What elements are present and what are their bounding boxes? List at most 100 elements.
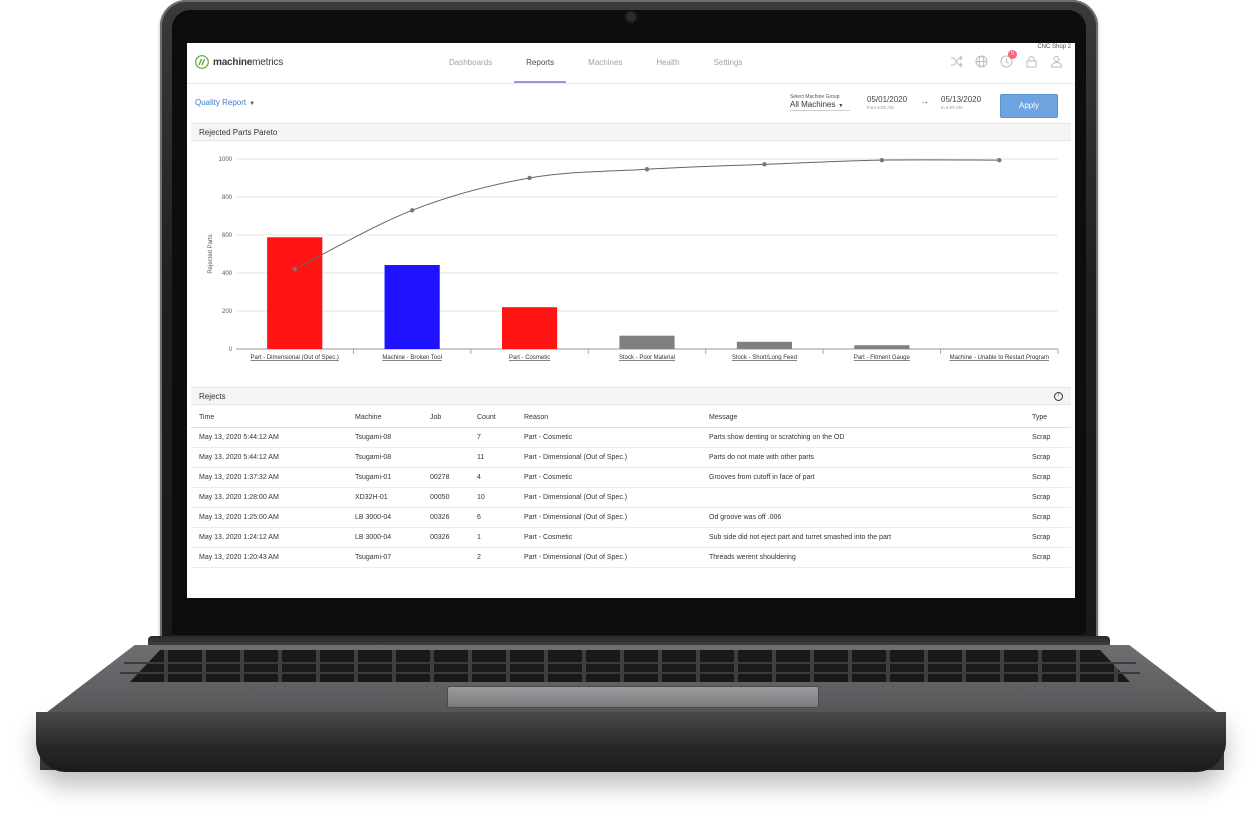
lock-icon[interactable] <box>1025 55 1038 68</box>
cell-machine: Tsugami-08 <box>347 447 422 468</box>
rejects-table-body: May 13, 2020 5:44:12 AM Tsugami-08 7 Part -… <box>191 427 1071 568</box>
table-row[interactable]: May 13, 2020 5:44:12 AM Tsugami-08 11 Part … <box>191 447 1071 468</box>
cell-message: Threads werent shouldering <box>701 547 1024 568</box>
date-to-time: to 6:00 AM <box>941 105 963 110</box>
cell-type: Scrap <box>1024 447 1071 468</box>
col-machine[interactable]: Machine <box>347 407 422 428</box>
cell-time: May 13, 2020 1:28:00 AM <box>191 487 347 508</box>
x-tick-label: Machine - Broken Tool <box>382 355 442 361</box>
apply-button[interactable]: Apply <box>1000 94 1058 118</box>
chart-panel-header: Rejected Parts Pareto <box>191 123 1071 141</box>
col-time[interactable]: Time <box>191 407 347 428</box>
app-screen: machinemetrics Dashboards Reports Machin… <box>187 43 1075 598</box>
cumulative-point <box>879 157 885 163</box>
cell-count: 4 <box>469 467 516 488</box>
bar <box>736 341 793 349</box>
col-type[interactable]: Type <box>1024 407 1071 428</box>
col-job[interactable]: Job <box>422 407 469 428</box>
machine-group-select[interactable]: Select Machine Group All Machines ▼ <box>790 94 850 111</box>
cell-type: Scrap <box>1024 507 1071 528</box>
trackpad <box>447 686 819 708</box>
cell-job <box>422 447 469 468</box>
rejects-table: Time Machine Job Count Reason Message Ty… <box>191 407 1071 568</box>
brand-logo[interactable]: machinemetrics <box>195 55 283 69</box>
header-icons: 0 <box>950 50 1063 68</box>
shuffle-icon[interactable] <box>950 55 963 68</box>
info-icon[interactable]: ! <box>1054 392 1063 401</box>
x-tick-label: Machine - Unable to Restart Program <box>950 355 1049 361</box>
tab-health[interactable]: Health <box>656 58 680 67</box>
cell-type: Scrap <box>1024 427 1071 448</box>
table-row[interactable]: May 13, 2020 1:20:43 AM Tsugami-07 2 Part -… <box>191 547 1071 568</box>
rejects-panel-header: Rejects ! <box>191 387 1071 405</box>
caret-down-icon: ▼ <box>838 103 844 109</box>
y-tick-label: 800 <box>222 195 233 201</box>
tab-machines[interactable]: Machines <box>588 58 623 67</box>
bar <box>267 237 323 349</box>
date-from-time: from 6:00 AM <box>867 105 894 110</box>
rejects-panel-title: Rejects <box>199 392 226 401</box>
bar <box>384 265 440 349</box>
cumulative-point <box>997 157 1002 163</box>
globe-icon[interactable] <box>975 55 988 68</box>
date-from-field[interactable]: 05/01/2020 from 6:00 AM <box>867 95 907 110</box>
cell-count: 10 <box>469 487 516 508</box>
report-type-select[interactable]: Quality Report ▼ <box>195 98 255 107</box>
cell-message: Od groove was off .006 <box>701 507 1024 528</box>
table-row[interactable]: May 13, 2020 1:24:12 AM LB 3000-04 00326 1 P… <box>191 527 1071 548</box>
cell-type: Scrap <box>1024 547 1071 568</box>
tab-reports[interactable]: Reports <box>514 43 567 83</box>
table-row[interactable]: May 13, 2020 5:44:12 AM Tsugami-08 7 Part -… <box>191 427 1071 448</box>
col-reason[interactable]: Reason <box>516 407 701 428</box>
table-row[interactable]: May 13, 2020 1:28:00 AM XD32H-01 00050 10 Pa… <box>191 487 1071 508</box>
y-tick-label: 0 <box>229 347 233 353</box>
col-count[interactable]: Count <box>469 407 516 428</box>
bar <box>854 345 910 349</box>
user-icon[interactable] <box>1050 55 1063 68</box>
machinemetrics-logo-icon <box>195 55 209 69</box>
date-to-field[interactable]: 05/13/2020 to 6:00 AM <box>941 95 981 110</box>
rejects-table-wrap: Time Machine Job Count Reason Message Ty… <box>191 407 1071 568</box>
cumulative-point <box>644 167 650 172</box>
x-tick-label: Part - Dimensional (Out of Spec.) <box>251 355 339 361</box>
bar <box>501 307 558 349</box>
cell-job <box>422 427 469 448</box>
cell-count: 7 <box>469 427 516 448</box>
cell-count: 1 <box>469 527 516 548</box>
cumulative-point <box>762 162 767 167</box>
cell-time: May 13, 2020 1:24:12 AM <box>191 527 347 548</box>
cell-machine: LB 3000-04 <box>347 527 422 548</box>
cell-job: 00278 <box>422 467 469 488</box>
webcam <box>626 12 636 22</box>
tab-dashboards[interactable]: Dashboards <box>449 58 493 67</box>
table-row[interactable]: May 13, 2020 1:37:32 AM Tsugami-01 00278 4 P… <box>191 467 1071 488</box>
x-tick-label: Stock - Short/Long Feed <box>732 355 797 361</box>
cell-time: May 13, 2020 1:20:43 AM <box>191 547 347 568</box>
bar <box>619 335 675 349</box>
cell-count: 6 <box>469 507 516 528</box>
keyboard-row-divider <box>120 672 1140 674</box>
pareto-chart-panel: 0 200 400 600 800 1000 Rejected Parts Part - Di… <box>191 141 1071 374</box>
laptop-base-front <box>36 712 1226 772</box>
keyboard-row-divider <box>124 662 1136 664</box>
table-row[interactable]: May 13, 2020 1:25:00 AM LB 3000-04 00326 6 P… <box>191 507 1071 528</box>
cell-machine: Tsugami-07 <box>347 547 422 568</box>
cell-reason: Part - Cosmetic <box>516 467 701 488</box>
cumulative-point <box>292 267 297 272</box>
cell-reason: Part - Dimensional (Out of Spec.) <box>516 507 701 528</box>
notifications-icon[interactable]: 0 <box>1000 50 1017 68</box>
machine-group-label: Select Machine Group <box>790 94 840 100</box>
keyboard <box>130 650 1130 682</box>
y-tick-label: 200 <box>222 309 233 315</box>
cell-reason: Part - Cosmetic <box>516 527 701 548</box>
cell-machine: Tsugami-01 <box>347 467 422 488</box>
cell-count: 11 <box>469 447 516 468</box>
date-from-value: 05/01/2020 <box>867 95 908 104</box>
cell-job <box>422 547 469 568</box>
report-toolbar: Quality Report ▼ Select Machine Group All… <box>187 83 1075 123</box>
shop-name: CNC Shop 2 <box>1037 44 1071 50</box>
cell-message: Parts do not mate with other parts <box>701 447 1024 468</box>
col-message[interactable]: Message <box>701 407 1024 428</box>
cumulative-line <box>294 159 1000 270</box>
tab-settings[interactable]: Settings <box>713 58 743 67</box>
